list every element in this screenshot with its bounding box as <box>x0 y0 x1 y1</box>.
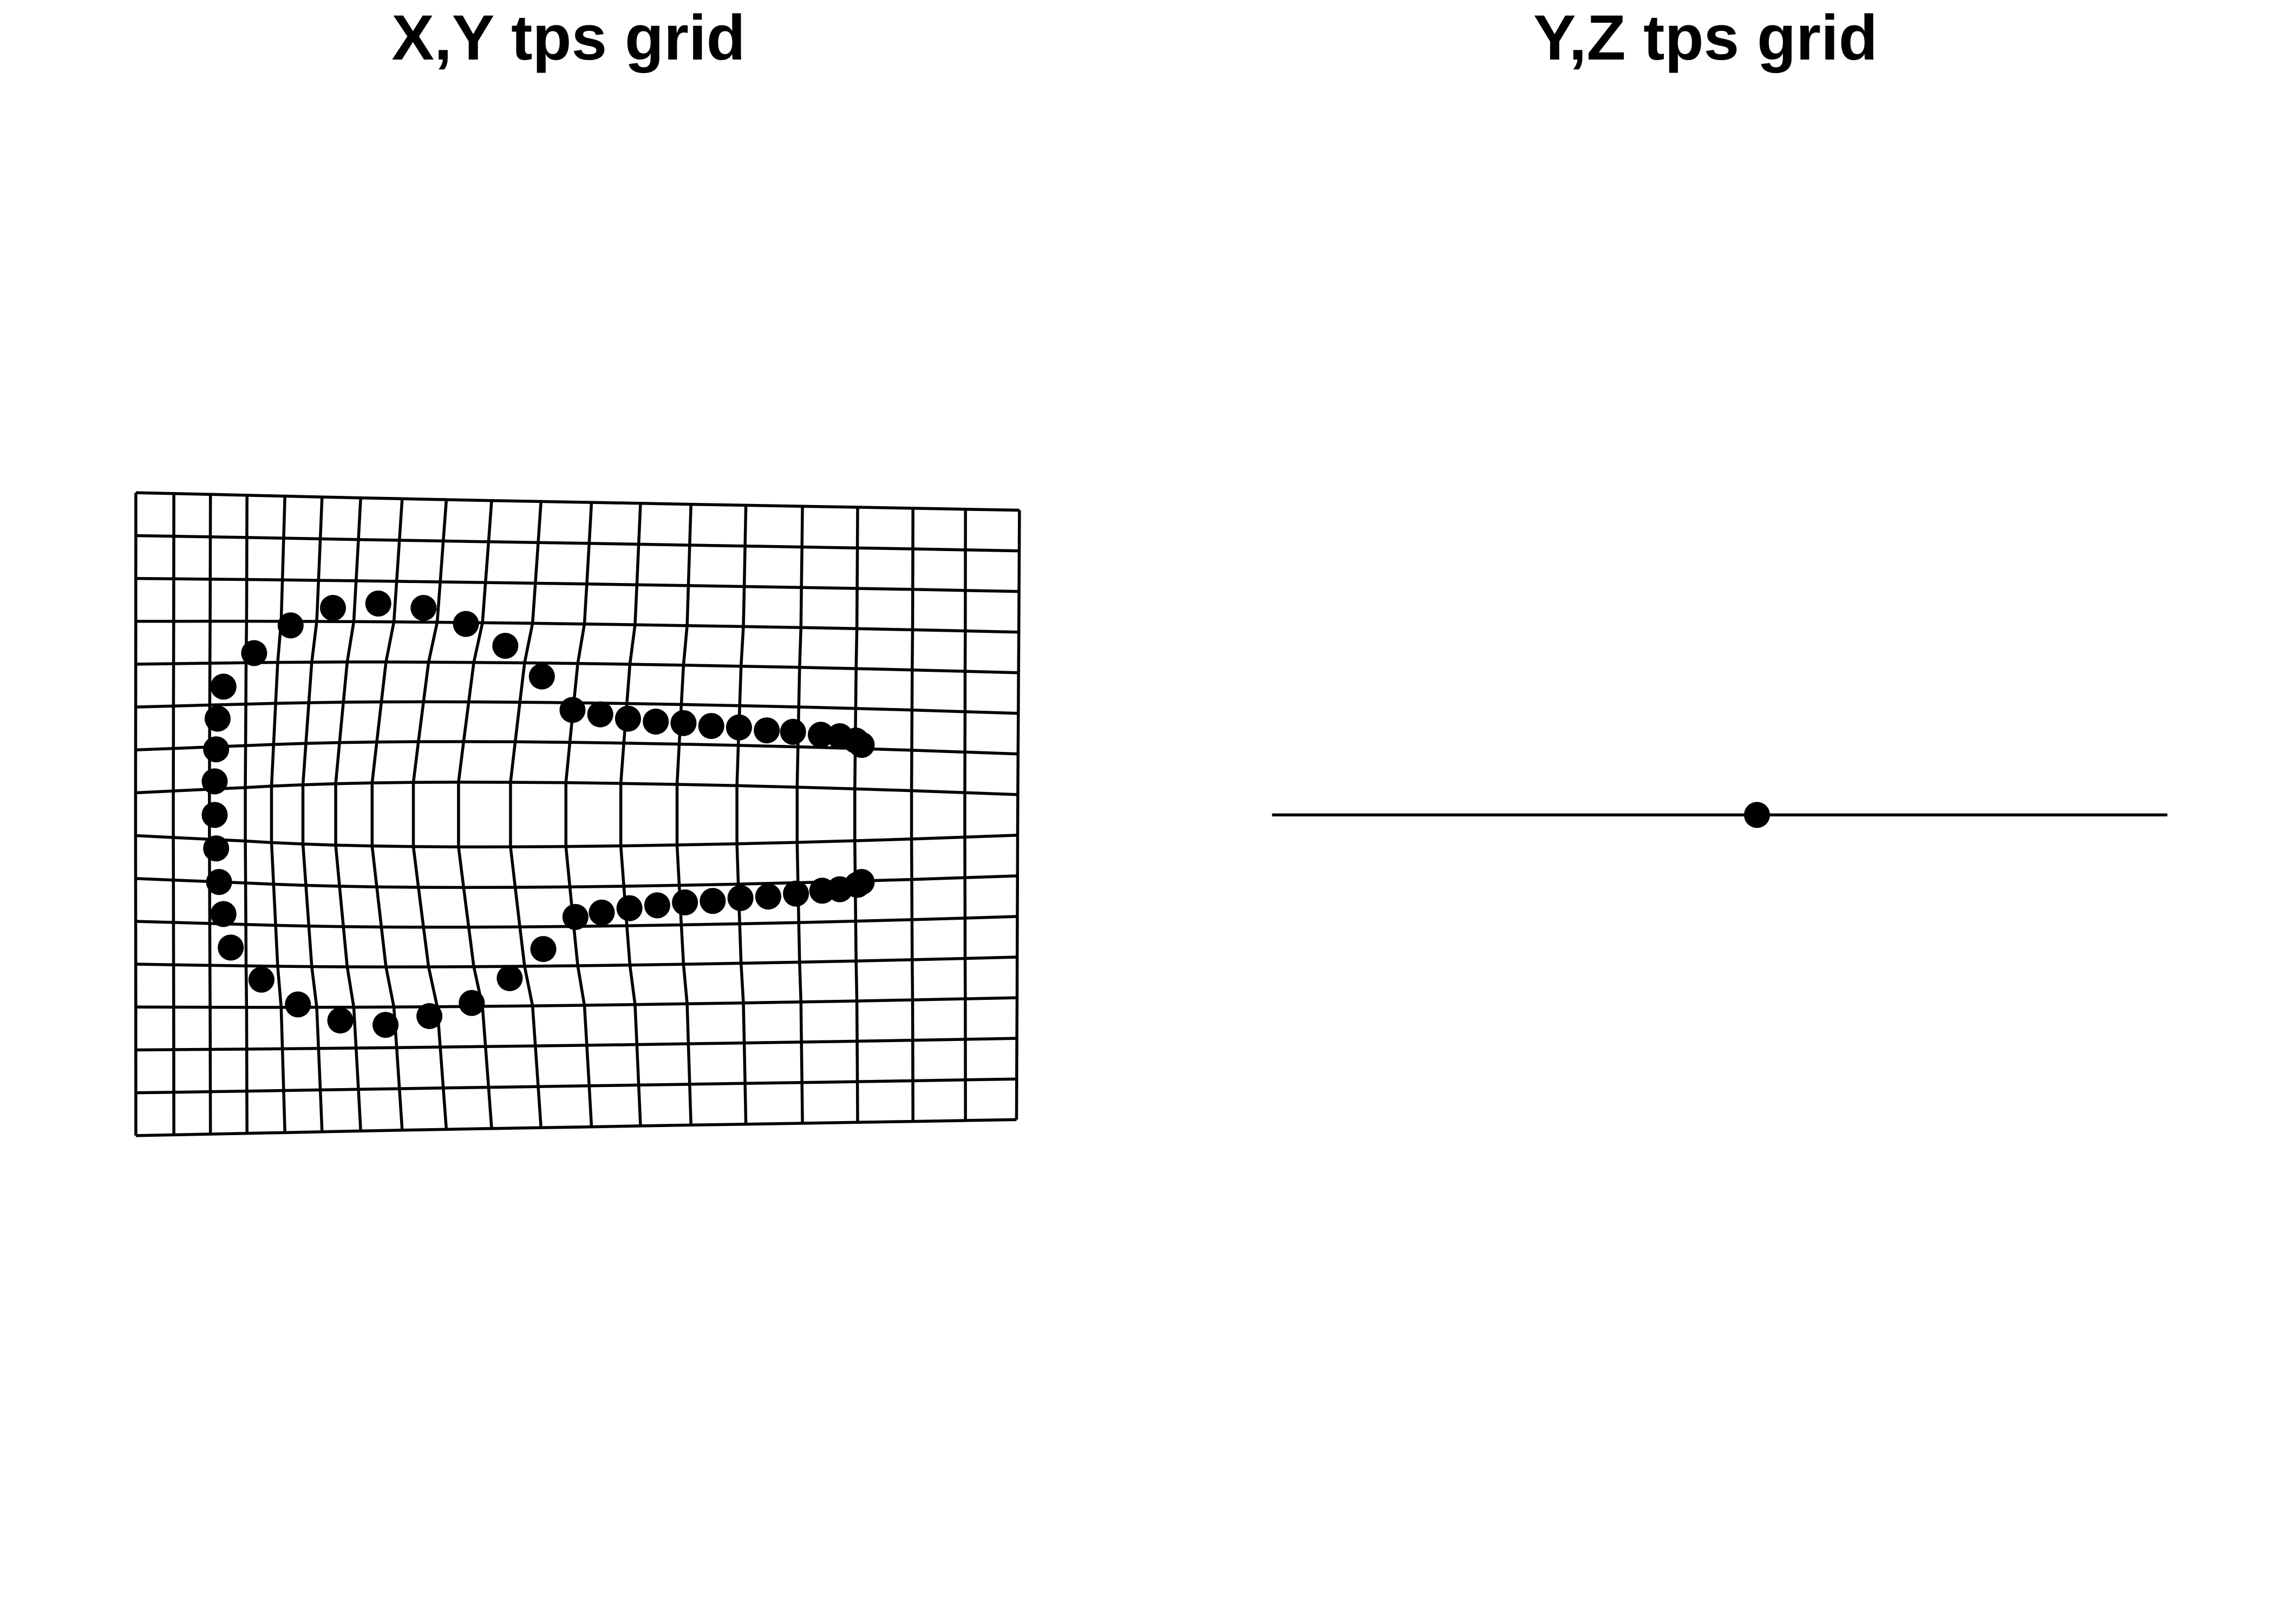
landmark-point <box>206 869 232 895</box>
landmark-point <box>203 736 230 763</box>
grid-row-line <box>135 700 1018 715</box>
grid-row-line <box>135 619 1019 634</box>
grid-col-line <box>172 493 175 1135</box>
xy-panel-title: X,Y tps grid <box>391 2 746 74</box>
grid-col-line <box>853 507 859 1123</box>
landmark-point <box>755 883 781 910</box>
grid-col-line <box>134 493 138 1136</box>
grid-col-line <box>675 504 692 1125</box>
landmark-point <box>203 835 230 862</box>
landmark-point <box>410 595 437 621</box>
landmark-point <box>848 869 875 895</box>
landmark-point <box>320 595 346 621</box>
grid-col-line <box>334 497 362 1131</box>
landmark-point <box>559 697 586 723</box>
grid-row-line <box>135 874 1018 889</box>
landmark-point <box>528 663 555 690</box>
xy-landmarks <box>201 590 875 1038</box>
landmark-point <box>783 880 809 907</box>
grid-col-line <box>509 501 543 1128</box>
landmark-point <box>453 611 479 637</box>
landmark-point <box>373 1012 399 1038</box>
yz-panel-title: Y,Z tps grid <box>1533 2 1878 74</box>
landmark-point <box>327 1007 354 1034</box>
grid-col-line <box>735 505 748 1124</box>
landmark-point <box>248 966 275 993</box>
landmark-point <box>496 965 523 991</box>
grid-row-line <box>135 781 1018 796</box>
landmark-point <box>670 710 697 736</box>
yz-tps-grid <box>1272 802 2168 828</box>
grid-row-line <box>135 1118 1017 1137</box>
landmark-point <box>587 701 613 728</box>
landmark-point <box>204 705 231 732</box>
landmark-point <box>589 899 615 926</box>
landmark-point <box>616 895 643 921</box>
grid-col-line <box>301 496 324 1132</box>
landmark-point <box>643 709 669 735</box>
landmark-point <box>726 714 752 741</box>
xy-tps-grid <box>134 491 1021 1137</box>
landmark-point <box>241 640 267 666</box>
landmark-point <box>754 717 780 744</box>
grid-row-line <box>135 577 1020 593</box>
grid-row-line <box>135 1037 1017 1052</box>
grid-col-line <box>244 495 249 1134</box>
grid-col-line <box>910 508 914 1122</box>
landmark-point <box>277 612 304 639</box>
landmark-point <box>365 590 391 617</box>
grid-col-line <box>457 500 493 1129</box>
landmark-point <box>201 802 228 828</box>
landmark-point <box>848 732 875 758</box>
grid-row-line <box>135 491 1020 512</box>
grid-col-line <box>1015 510 1021 1120</box>
landmark-point <box>459 990 485 1016</box>
grid-row-line <box>135 996 1017 1009</box>
grid-row-line <box>135 834 1018 849</box>
landmark-point <box>530 936 557 962</box>
landmark-point <box>644 892 670 919</box>
landmark-point <box>727 885 754 911</box>
grid-row-line <box>135 1077 1017 1095</box>
landmark-point <box>218 934 244 961</box>
yz-landmark-point <box>1744 802 1770 828</box>
landmark-point <box>698 713 724 739</box>
landmark-point <box>700 888 726 914</box>
landmark-point <box>285 991 311 1018</box>
grid-col-line <box>411 499 448 1130</box>
landmark-point <box>672 889 698 915</box>
grid-col-line <box>795 506 804 1124</box>
grid-row-line <box>135 534 1020 553</box>
grid-row-line <box>135 955 1017 968</box>
landmark-point <box>201 768 228 795</box>
landmark-point <box>780 718 806 745</box>
landmark-point <box>210 901 237 927</box>
landmark-point <box>416 1003 443 1029</box>
grid-col-line <box>270 496 286 1133</box>
landmark-point <box>615 705 641 732</box>
landmark-point <box>808 722 834 748</box>
grid-row-line <box>135 915 1018 929</box>
landmark-point <box>210 673 237 700</box>
landmark-point <box>492 633 519 659</box>
grid-col-line <box>564 502 593 1127</box>
grid-col-line <box>619 503 642 1127</box>
grid-row-line <box>135 740 1018 756</box>
landmark-point <box>562 903 589 930</box>
